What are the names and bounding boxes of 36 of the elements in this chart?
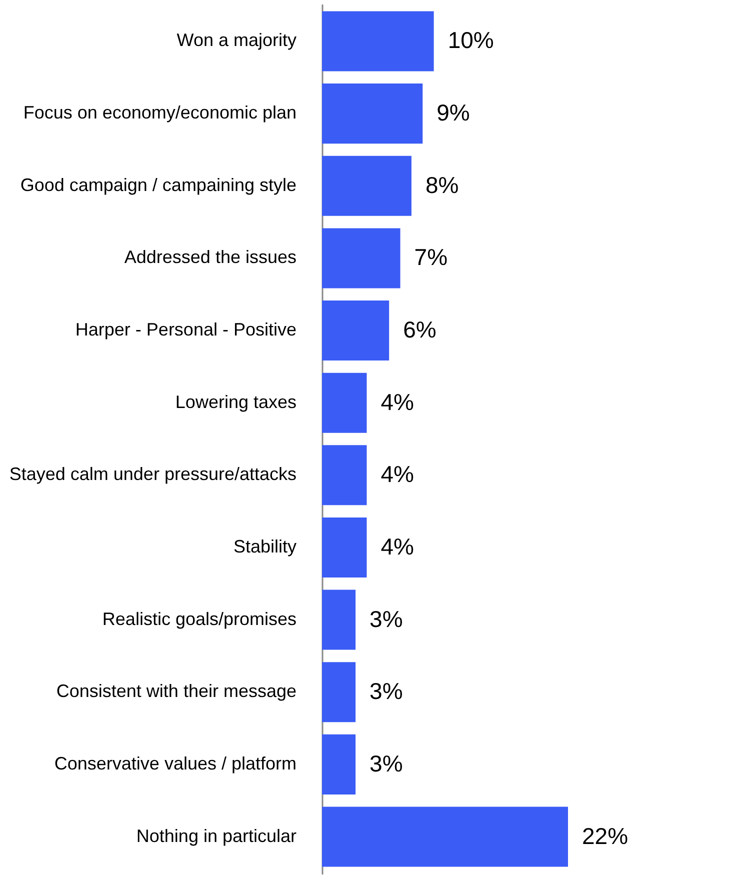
- bar: [322, 228, 400, 288]
- y-tick-label: Addressed the issues: [124, 247, 296, 268]
- y-tick-label: Won a majority: [176, 30, 296, 50]
- data-label: 8%: [425, 172, 459, 198]
- bar: [322, 300, 390, 361]
- y-tick-label: Lowering taxes: [175, 392, 296, 412]
- data-label: 10%: [448, 27, 494, 54]
- bar: [322, 84, 423, 144]
- data-label: 9%: [436, 100, 470, 126]
- y-tick-label: Harper - Personal - Positive: [75, 320, 296, 340]
- data-label: 3%: [370, 750, 403, 776]
- bar: [322, 445, 367, 506]
- data-label: 7%: [414, 244, 448, 270]
- data-label: 3%: [370, 678, 403, 704]
- y-tick-label: Conservative values / platform: [54, 753, 296, 774]
- bar: [322, 517, 367, 578]
- y-tick-label: Nothing in particular: [136, 826, 296, 846]
- y-tick-label: Focus on economy/economic plan: [23, 102, 296, 123]
- bar: [322, 590, 356, 650]
- bar: [322, 156, 412, 216]
- y-tick-label: Realistic goals/promises: [102, 608, 296, 629]
- y-tick-label: Consistent with their message: [56, 681, 296, 702]
- bar: [322, 662, 356, 722]
- y-tick-label: Stayed calm under pressure/attacks: [9, 464, 296, 484]
- data-label: 6%: [403, 316, 436, 343]
- bar: [322, 372, 367, 433]
- y-tick-label: Stability: [233, 536, 296, 556]
- bar: [322, 806, 568, 867]
- data-label: 4%: [380, 533, 414, 560]
- data-label: 3%: [370, 606, 403, 632]
- bar: [322, 11, 434, 72]
- data-label: 22%: [582, 822, 628, 849]
- data-label: 4%: [380, 388, 414, 415]
- bar: [322, 734, 356, 794]
- data-label: 4%: [380, 461, 414, 488]
- y-tick-label: Good campaign / campaining style: [20, 174, 296, 195]
